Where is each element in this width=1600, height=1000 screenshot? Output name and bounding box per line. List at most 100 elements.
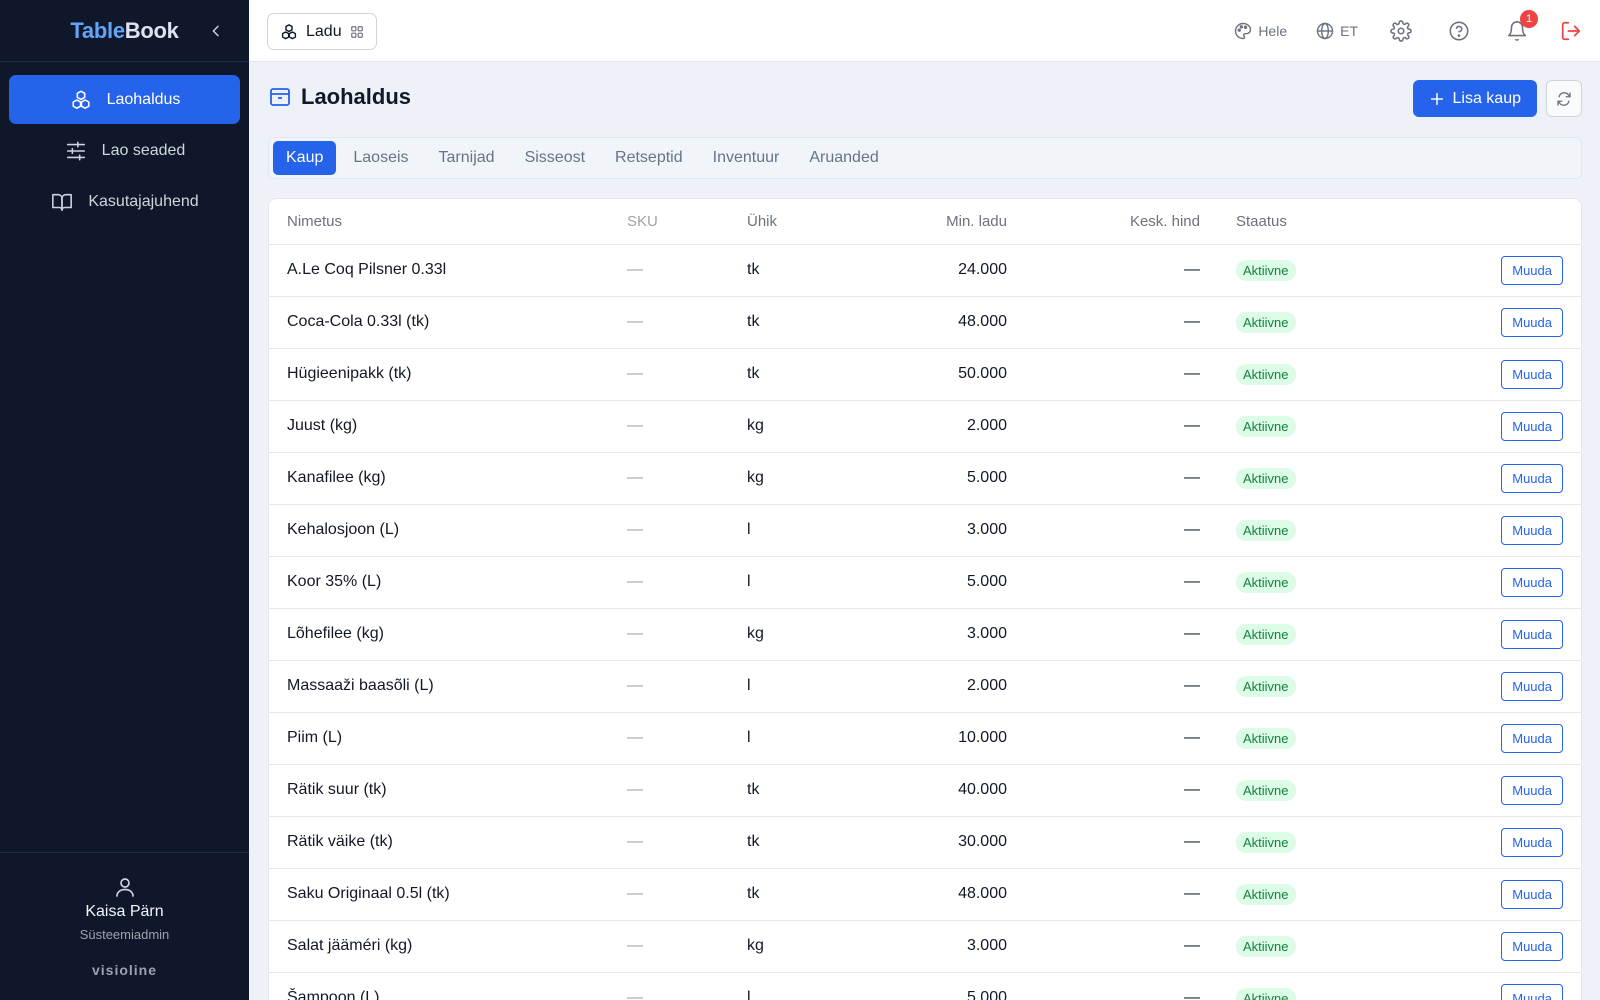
tab-kaup[interactable]: Kaup [273,141,337,175]
edit-item-button[interactable]: Muuda [1501,515,1563,545]
item-avg-price: — [1007,868,1200,921]
status-badge: Aktiivne [1236,571,1296,593]
header-sku[interactable]: SKU [627,199,747,245]
collapse-sidebar-button[interactable] [205,20,227,42]
edit-item-button[interactable]: Muuda [1501,411,1563,441]
theme-label: Hele [1258,23,1288,39]
status-badge: Aktiivne [1236,415,1296,437]
bell-icon [1507,21,1527,41]
tab-sisseost[interactable]: Sisseost [524,149,586,166]
settings-button[interactable] [1390,20,1412,42]
item-min-stock: 3.000 [867,920,1007,973]
item-unit: tk [747,296,867,349]
status-badge: Aktiivne [1236,467,1296,489]
sidebar-item-label: Lao seaded [101,141,186,159]
table-row: Rätik väike (tk) — tk 30.000— Aktiivne Muuda [269,816,1581,869]
item-sku: — [627,348,747,401]
tab-inventuur[interactable]: Inventuur [712,149,780,166]
item-unit: l [747,972,867,1000]
item-status-cell: Aktiivne [1200,504,1408,557]
item-actions-cell: Muuda [1407,816,1581,869]
tab-tarnijad[interactable]: Tarnijad [438,149,495,166]
tab-laoseis[interactable]: Laoseis [353,149,409,166]
sidebar-nav: Laohaldus Lao seaded Kasutajajuhend [0,62,249,241]
sidebar-item-lao-seaded[interactable]: Lao seaded [9,126,240,175]
status-badge: Aktiivne [1236,363,1296,385]
item-name: Juust (kg) [269,400,627,453]
plus-icon [1430,92,1443,105]
item-avg-price: — [1007,452,1200,505]
header-name[interactable]: Nimetus [269,199,627,245]
item-min-stock: 3.000 [867,608,1007,661]
edit-item-button[interactable]: Muuda [1501,567,1563,597]
table-row: Kehalosjoon (L) — l 3.000— Aktiivne Muuda [269,504,1581,557]
item-sku: — [627,400,747,453]
item-min-stock: 10.000 [867,712,1007,765]
user-name: Kaisa Pärn [85,903,164,920]
status-badge: Aktiivne [1236,935,1296,957]
item-min-stock: 5.000 [867,972,1007,1000]
header-avg-price[interactable]: Kesk. hind [1007,199,1200,245]
sidebar-item-laohaldus[interactable]: Laohaldus [9,75,240,124]
item-name: Massaaži baasõli (L) [269,660,627,713]
sidebar-item-kasutajajuhend[interactable]: Kasutajajuhend [9,177,240,226]
edit-item-button[interactable]: Muuda [1501,255,1563,285]
header-min-stock[interactable]: Min. ladu [867,199,1007,245]
edit-item-button[interactable]: Muuda [1501,931,1563,961]
table-row: Šampoon (L) — l 5.000— Aktiivne Muuda [269,972,1581,1000]
item-sku: — [627,556,747,609]
item-status-cell: Aktiivne [1200,348,1408,401]
item-actions-cell: Muuda [1407,504,1581,557]
topbar: Ladu Hele ET 1 [249,0,1600,62]
item-status-cell: Aktiivne [1200,712,1408,765]
item-actions-cell: Muuda [1407,608,1581,661]
item-status-cell: Aktiivne [1200,400,1408,453]
table-row: Salat jääméri (kg) — kg 3.000— Aktiivne Muuda [269,920,1581,973]
item-sku: — [627,660,747,713]
edit-item-button[interactable]: Muuda [1501,879,1563,909]
help-button[interactable] [1448,20,1470,42]
language-selector[interactable]: ET [1315,21,1358,41]
item-sku: — [627,296,747,349]
refresh-button[interactable] [1546,80,1582,117]
edit-item-button[interactable]: Muuda [1501,463,1563,493]
edit-item-button[interactable]: Muuda [1501,671,1563,701]
sidebar-item-label: Kasutajajuhend [88,192,199,210]
item-avg-price: — [1007,348,1200,401]
edit-item-button[interactable]: Muuda [1501,775,1563,805]
gear-icon [1390,20,1412,42]
notifications-button[interactable]: 1 [1506,10,1538,42]
edit-item-button[interactable]: Muuda [1501,359,1563,389]
item-status-cell: Aktiivne [1200,608,1408,661]
table-row: Kanafilee (kg) — kg 5.000— Aktiivne Muuda [269,452,1581,505]
table-row: Coca-Cola 0.33l (tk) — tk 48.000— Aktiivne Mu… [269,296,1581,349]
edit-item-button[interactable]: Muuda [1501,619,1563,649]
add-item-button[interactable]: Lisa kaup [1412,80,1537,117]
edit-item-button[interactable]: Muuda [1501,983,1563,1000]
tab-aruanded[interactable]: Aruanded [809,149,879,166]
edit-item-button[interactable]: Muuda [1501,827,1563,857]
item-name: Koor 35% (L) [269,556,627,609]
item-min-stock: 48.000 [867,868,1007,921]
edit-item-button[interactable]: Muuda [1501,723,1563,753]
status-badge: Aktiivne [1236,675,1296,697]
item-unit: tk [747,764,867,817]
theme-toggle[interactable]: Hele [1233,21,1287,41]
table-row: Saku Originaal 0.5l (tk) — tk 48.000— Aktiiv… [269,868,1581,921]
edit-item-button[interactable]: Muuda [1501,307,1563,337]
logout-button[interactable] [1560,20,1582,42]
tab-retseptid[interactable]: Retseptid [615,149,683,166]
item-status-cell: Aktiivne [1200,816,1408,869]
item-sku: — [627,920,747,973]
module-switcher[interactable]: Ladu [267,13,377,50]
item-unit: l [747,504,867,557]
item-actions-cell: Muuda [1407,296,1581,349]
table-row: Piim (L) — l 10.000— Aktiivne Muuda [269,712,1581,765]
item-name: Šampoon (L) [269,972,627,1000]
table-header-row: Nimetus SKU Ühik Min. ladu Kesk. hind St… [269,199,1581,245]
header-unit[interactable]: Ühik [747,199,867,245]
item-name: Saku Originaal 0.5l (tk) [269,868,627,921]
header-status[interactable]: Staatus [1200,199,1408,245]
item-name: Piim (L) [269,712,627,765]
item-status-cell: Aktiivne [1200,972,1408,1000]
